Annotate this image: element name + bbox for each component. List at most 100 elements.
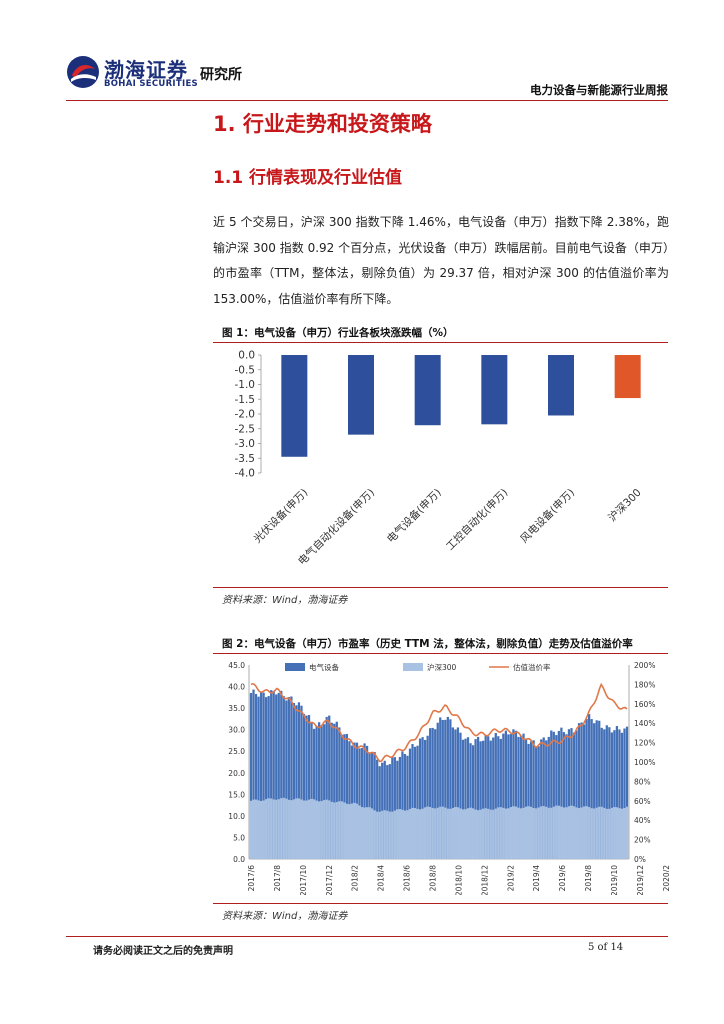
chart2-left-tick-label: 20.0 — [228, 769, 245, 778]
chart2-hs300-bar — [540, 806, 543, 859]
chart2-hs300-bar — [519, 808, 523, 859]
chart2-pe-bar — [305, 715, 308, 859]
chart2-hs300-bar — [426, 806, 429, 859]
chart2-hs300-bar — [572, 806, 576, 859]
chart2-x-tick-label: 2018/8 — [429, 865, 438, 892]
chart1-x-tick-label: 风电设备(申万) — [518, 486, 578, 546]
chart2-hs300-bar — [484, 808, 487, 859]
chart2-hs300-bar — [285, 798, 288, 859]
chart2-pe-bar — [429, 728, 432, 859]
chart2-left-tick-label: 40.0 — [228, 683, 245, 692]
chart2-x-tick-label: 2018/6 — [403, 865, 412, 892]
chart2-pe-bar — [588, 714, 591, 859]
chart2-pe-bar — [552, 731, 555, 859]
chart2-pe-bar — [406, 755, 409, 859]
chart2-hs300-bar — [466, 808, 470, 859]
chart2-pe-bar — [471, 745, 475, 859]
chart2-hs300-bar — [441, 806, 444, 859]
chart2-x-tick-label: 2018/2 — [351, 865, 360, 892]
chart2-pe-bar — [312, 728, 316, 859]
chart2-left-tick-label: 30.0 — [228, 726, 245, 735]
chart2-pe-bar — [418, 738, 422, 859]
chart2-pe-bar — [514, 730, 518, 859]
chart2-pe-bar — [603, 729, 606, 859]
chart2-hs300-bar — [333, 802, 336, 859]
report-type: 电力设备与新能源行业周报 — [530, 83, 668, 97]
chart2-pe-bar — [302, 713, 306, 859]
chart2-pe-bar — [449, 719, 452, 859]
chart2-hs300-bar — [494, 808, 497, 859]
chart2-hs300-bar — [418, 809, 422, 859]
chart2-pe-bar — [565, 734, 568, 859]
figure1-bottom-rule — [213, 587, 668, 588]
chart2-pe-bar — [461, 739, 465, 859]
chart2-pe-bar — [615, 726, 619, 859]
chart2-hs300-bar — [423, 807, 427, 859]
chart2-pe-bar — [509, 734, 513, 859]
chart2-pe-bar — [555, 735, 558, 859]
figure2-pe-chart: 45.040.035.030.025.020.015.010.05.00.020… — [228, 661, 669, 895]
chart2-pe-bar — [575, 730, 578, 859]
chart2-hs300-bar — [328, 800, 331, 859]
chart2-hs300-bar — [504, 808, 508, 859]
chart2-hs300-bar — [348, 804, 351, 859]
chart2-hs300-bar — [449, 808, 452, 859]
chart1-bar — [614, 355, 641, 399]
chart2-hs300-bar — [401, 809, 404, 859]
chart2-x-tick-label: 2019/8 — [584, 865, 593, 892]
chart2-hs300-bar — [625, 806, 629, 859]
chart2-x-tick-label: 2018/12 — [480, 865, 489, 895]
chart2-hs300-bar — [615, 807, 619, 859]
chart2-pe-bar — [454, 729, 457, 859]
chart2-pe-bar — [618, 729, 621, 859]
chart2-hs300-bar — [434, 808, 437, 859]
chart2-hs300-bar — [398, 809, 402, 859]
chart2-left-tick-label: 45.0 — [228, 661, 245, 670]
chart2-pe-bar — [376, 759, 379, 859]
figure2-bottom-rule — [213, 903, 668, 904]
chart2-pe-bar — [262, 692, 265, 859]
chart2-pe-bar — [489, 740, 492, 859]
chart2-hs300-bar — [527, 806, 530, 859]
chart2-hs300-bar — [297, 798, 301, 859]
chart2-hs300-bar — [469, 807, 472, 859]
chart2-hs300-bar — [343, 802, 346, 859]
chart2-hs300-bar — [302, 800, 306, 859]
chart1-x-tick-label: 沪深300 — [606, 486, 644, 524]
chart2-hs300-bar — [439, 806, 442, 859]
chart2-hs300-bar — [315, 800, 318, 859]
chart2-right-tick-label: 120% — [634, 739, 655, 748]
chart2-hs300-bar — [605, 808, 608, 859]
chart2-right-tick-label: 140% — [634, 719, 655, 728]
chart2-hs300-bar — [353, 802, 356, 859]
chart2-hs300-bar — [529, 806, 533, 859]
chart2-pe-bar — [535, 746, 538, 859]
chart2-hs300-bar — [502, 807, 505, 859]
chart2-right-tick-label: 60% — [634, 797, 651, 806]
chart2-hs300-bar — [585, 806, 588, 859]
chart1-x-tick-label: 工控自动化(申万) — [443, 486, 510, 553]
logo-text-en: BOHAI SECURITIES — [104, 79, 198, 89]
page-number: 5 of 14 — [588, 942, 624, 953]
chart2-hs300-bar — [280, 798, 283, 859]
chart2-pe-bar — [540, 739, 543, 859]
chart2-pe-bar — [446, 716, 449, 859]
chart2-hs300-bar — [464, 809, 467, 859]
chart2-pe-bar — [423, 740, 427, 859]
chart2-hs300-bar — [532, 807, 535, 859]
chart2-hs300-bar — [444, 807, 447, 859]
chart2-left-tick-label: 5.0 — [233, 833, 245, 842]
chart2-hs300-bar — [277, 799, 280, 859]
chart2-right-tick-label: 80% — [634, 777, 651, 786]
chart1-y-tick-label: -0.5 — [235, 364, 256, 376]
chart2-hs300-bar — [265, 799, 268, 859]
figure2-caption: 图 2：电气设备（申万）市盈率（历史 TTM 法，整体法，剔除负值）走势及估值溢… — [222, 638, 633, 650]
chart2-legend-swatch — [403, 663, 423, 671]
chart2-pe-bar — [393, 757, 396, 859]
chart2-hs300-bar — [393, 810, 396, 859]
chart2-pe-bar — [249, 693, 253, 859]
chart2-hs300-bar — [358, 805, 361, 859]
chart2-left-tick-label: 10.0 — [228, 812, 245, 821]
chart1-y-tick-label: -2.0 — [235, 409, 256, 421]
chart2-x-tick-label: 2017/6 — [247, 865, 256, 892]
